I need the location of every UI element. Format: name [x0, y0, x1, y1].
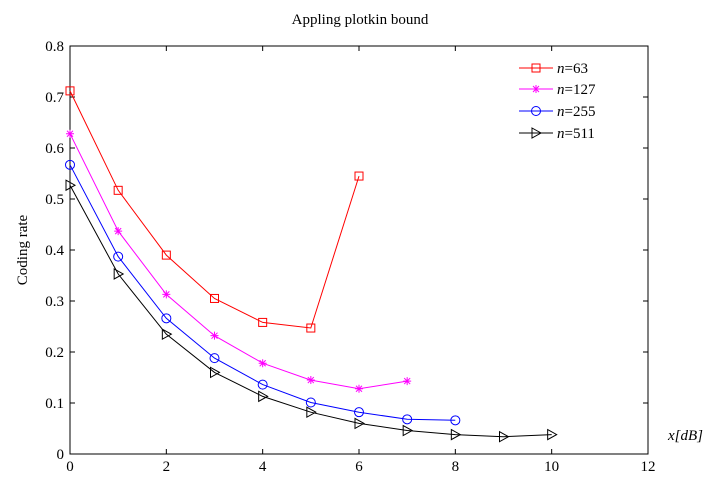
legend-item: n=511: [519, 126, 595, 142]
data-point: [450, 428, 462, 441]
series-line: [69, 184, 552, 438]
legend-label-italic: n: [557, 126, 565, 142]
legend-label-italic: n: [557, 82, 565, 98]
legend-item: n=127: [519, 82, 596, 98]
data-point: [402, 414, 413, 425]
legend-label: n=511: [557, 126, 595, 142]
series-line: [69, 90, 360, 329]
y-tick-label: 0: [57, 447, 65, 463]
data-point: [210, 366, 221, 379]
legend-label-value: =127: [565, 82, 596, 98]
series-n=255: [65, 159, 461, 426]
data-point: [306, 323, 316, 333]
data-point: [161, 313, 172, 324]
data-point: [547, 428, 558, 441]
legend-label: n=63: [557, 61, 588, 77]
y-tick-label: 0.3: [45, 294, 64, 310]
y-tick-label: 0.8: [45, 39, 64, 55]
x-axis-label: x[dB]: [667, 428, 703, 444]
data-point: [402, 424, 414, 437]
y-tick-label: 0.1: [45, 396, 64, 412]
data-point: [65, 159, 75, 170]
x-tick-label: 12: [641, 459, 656, 475]
legend-label-italic: n: [557, 61, 565, 77]
data-point: [354, 407, 364, 418]
x-tick-label: 8: [452, 459, 460, 475]
series-n=511: [65, 179, 558, 443]
data-point: [210, 293, 219, 303]
legend-marker: [531, 106, 541, 116]
legend-item: n=63: [519, 61, 588, 77]
legend-label: n=127: [557, 82, 596, 98]
series-line: [69, 164, 456, 421]
legend-marker: [531, 63, 541, 73]
series-line: [69, 133, 408, 390]
x-tick-label: 0: [66, 459, 74, 475]
legend-marker: [531, 127, 543, 139]
data-point: [306, 406, 317, 419]
chart-title: Appling plotkin bound: [292, 12, 429, 28]
data-point: [113, 251, 124, 262]
series-n=63: [65, 86, 364, 333]
legend-label-value: =63: [565, 61, 588, 77]
data-point: [161, 250, 171, 260]
y-tick-label: 0.5: [45, 192, 64, 208]
legend-label-value: =255: [565, 104, 596, 120]
data-point: [65, 86, 75, 96]
data-point: [305, 397, 316, 408]
data-point: [114, 227, 123, 236]
data-point: [113, 185, 123, 195]
y-tick-label: 0.7: [45, 90, 64, 106]
data-point: [403, 377, 412, 386]
legend-label-italic: n: [557, 104, 565, 120]
data-point: [306, 376, 315, 385]
data-point: [257, 379, 268, 390]
data-point: [65, 179, 77, 192]
data-point: [113, 268, 125, 280]
legend-label: n=255: [557, 104, 595, 120]
data-point: [258, 390, 269, 403]
data-point: [354, 171, 364, 181]
y-axis-label: Coding rate: [15, 214, 31, 285]
data-point: [355, 384, 363, 393]
data-point: [499, 430, 510, 443]
data-point: [210, 331, 219, 340]
data-point: [258, 359, 267, 368]
data-point: [66, 129, 74, 138]
data-point: [209, 353, 220, 364]
data-point: [162, 290, 171, 299]
series-n=127: [66, 129, 412, 393]
legend-label-value: =511: [565, 126, 595, 142]
data-point: [450, 415, 461, 426]
x-tick-label: 4: [259, 459, 267, 475]
y-tick-label: 0.6: [45, 141, 64, 157]
data-point: [354, 417, 366, 430]
y-tick-label: 0.4: [45, 243, 64, 259]
legend-item: n=255: [519, 104, 595, 120]
x-tick-label: 6: [355, 459, 363, 475]
data-point: [258, 317, 268, 327]
legend-marker: [532, 85, 540, 93]
y-tick-label: 0.2: [45, 345, 64, 361]
x-tick-label: 2: [163, 459, 171, 475]
x-tick-label: 10: [544, 459, 559, 475]
data-point: [161, 328, 173, 340]
plot-area: 0 2 4 6 8 10 1200.10.20.30.40.50.60.70.8n=63n=…: [45, 39, 655, 475]
